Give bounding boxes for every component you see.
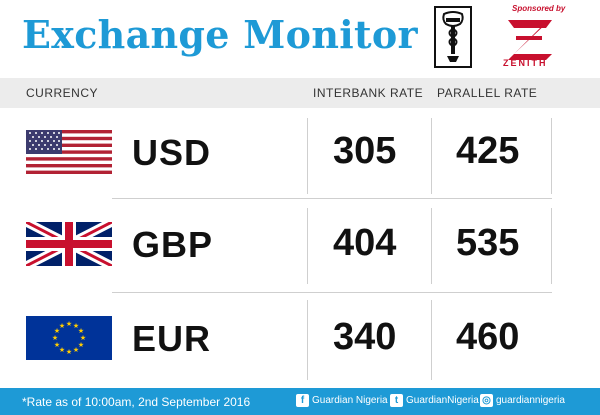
twitter-icon: t	[390, 394, 403, 407]
parallel-rate: 460	[456, 316, 520, 358]
svg-text:★: ★	[52, 334, 58, 342]
us-flag-icon	[26, 130, 112, 174]
svg-text:★: ★	[73, 322, 79, 330]
instagram-icon: ◎	[480, 394, 493, 407]
svg-text:★: ★	[54, 341, 60, 349]
divider	[431, 208, 432, 284]
svg-text:★: ★	[54, 327, 60, 335]
table-row: GBP 404 535	[0, 200, 600, 290]
table-row: ★ ★ ★ ★ ★ ★ ★ ★ ★ ★ ★ ★ EUR 340 460	[0, 294, 600, 384]
svg-text:★: ★	[78, 327, 84, 335]
svg-text:★: ★	[66, 320, 72, 328]
footer: *Rate as of 10:00am, 2nd September 2016 …	[0, 388, 600, 415]
parallel-rate: 425	[456, 130, 520, 172]
divider	[551, 118, 552, 194]
svg-text:★: ★	[78, 341, 84, 349]
twitter-handle: GuardianNigeria	[406, 395, 479, 406]
interbank-rate: 305	[333, 130, 397, 172]
interbank-rate: 340	[333, 316, 397, 358]
twitter-link[interactable]: t GuardianNigeria	[390, 394, 479, 407]
svg-text:★: ★	[66, 348, 72, 356]
svg-text:★: ★	[73, 346, 79, 354]
rate-timestamp-note: *Rate as of 10:00am, 2nd September 2016	[22, 395, 251, 409]
table-row: USD 305 425	[0, 108, 600, 198]
currency-column-label: CURRENCY	[26, 86, 99, 100]
header: Exchange Monitor Sponsored by ZENITH	[0, 0, 600, 72]
svg-text:★: ★	[59, 322, 65, 330]
guardian-logo-icon	[434, 6, 472, 68]
eu-flag-icon: ★ ★ ★ ★ ★ ★ ★ ★ ★ ★ ★ ★	[26, 316, 112, 360]
uk-flag-icon	[26, 222, 112, 266]
svg-text:★: ★	[59, 346, 65, 354]
interbank-rate: 404	[333, 222, 397, 264]
rates-table: USD 305 425 GBP 404 535 ★ ★ ★ ★ ★	[0, 108, 600, 388]
divider	[307, 118, 308, 194]
divider	[431, 118, 432, 194]
column-header: CURRENCY INTERBANK RATE PARALLEL RATE	[0, 78, 600, 108]
parallel-column-label: PARALLEL RATE	[437, 86, 538, 100]
divider	[431, 300, 432, 380]
facebook-link[interactable]: f Guardian Nigeria	[296, 394, 388, 407]
currency-code: GBP	[132, 224, 214, 265]
divider	[307, 300, 308, 380]
parallel-rate: 535	[456, 222, 520, 264]
facebook-handle: Guardian Nigeria	[312, 395, 388, 406]
divider	[551, 208, 552, 284]
facebook-icon: f	[296, 394, 309, 407]
zenith-logo-icon	[508, 20, 552, 60]
divider	[112, 198, 552, 199]
currency-code: USD	[132, 132, 212, 173]
instagram-link[interactable]: ◎ guardiannigeria	[480, 394, 565, 407]
divider	[112, 292, 552, 293]
svg-text:★: ★	[80, 334, 86, 342]
currency-code: EUR	[132, 318, 212, 359]
sponsor-name: ZENITH	[503, 58, 548, 68]
divider	[307, 208, 308, 284]
page-title: Exchange Monitor	[22, 12, 418, 57]
sponsor-label: Sponsored by	[512, 4, 566, 13]
interbank-column-label: INTERBANK RATE	[313, 86, 424, 100]
instagram-handle: guardiannigeria	[496, 395, 565, 406]
